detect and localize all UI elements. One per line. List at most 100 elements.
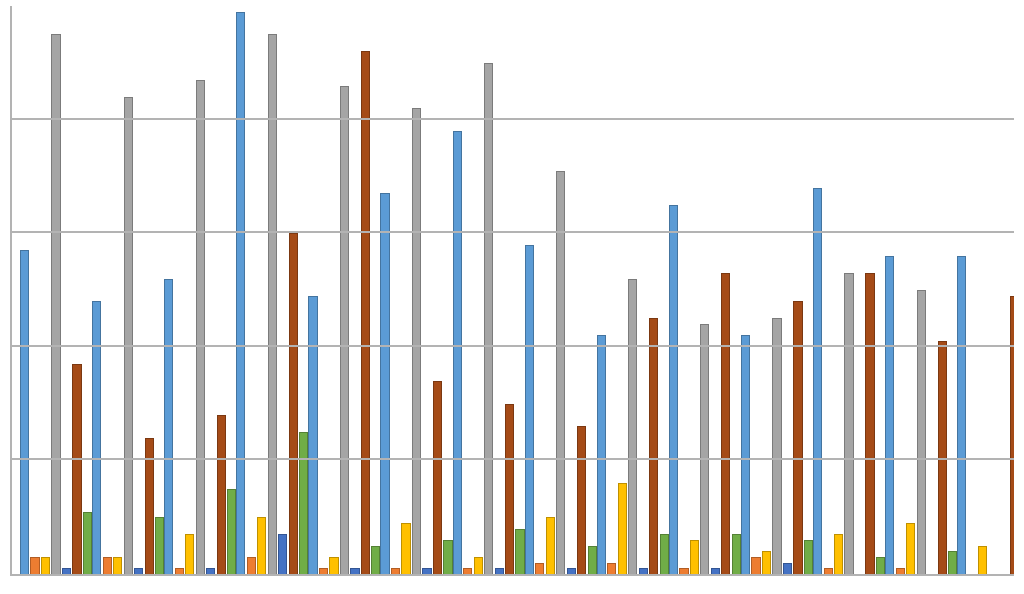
bar-series-6 [83,512,92,574]
bar-series-0 [957,256,966,574]
bar-group [380,6,452,574]
bar-group [164,6,236,574]
bar-series-4 [206,568,215,574]
bar-series-6 [155,517,164,574]
bar-series-1 [30,557,39,574]
plot-area [10,6,1014,576]
bar-series-0 [813,188,822,574]
bar-series-1 [175,568,184,574]
bar-series-1 [535,563,544,574]
bar-series-1 [103,557,112,574]
bar-series-6 [588,546,597,574]
bar-series-4 [639,568,648,574]
bar-series-3 [124,97,133,574]
gridline [12,231,1014,233]
bar-series-4 [134,568,143,574]
bar-series-4 [350,568,359,574]
bar-series-5 [217,415,226,574]
bars-container [12,6,1014,574]
bar-series-5 [721,273,730,574]
bar-series-3 [268,34,277,574]
bar-series-3 [196,80,205,574]
bar-series-3 [772,318,781,574]
bar-group [957,6,1014,574]
bar-series-6 [948,551,957,574]
bar-series-5 [289,233,298,574]
bar-series-2 [41,557,50,574]
bar-series-1 [319,568,328,574]
bar-series-4 [567,568,576,574]
bar-group [20,6,92,574]
bar-series-6 [227,489,236,574]
bar-series-1 [679,568,688,574]
bar-series-6 [732,534,741,574]
bar-series-3 [340,86,349,574]
bar-series-5 [72,364,81,574]
bar-series-2 [978,546,987,574]
chart-viewport [0,0,1024,594]
bar-series-6 [299,432,308,574]
bar-series-5 [865,273,874,574]
bar-series-2 [618,483,627,574]
bar-series-3 [412,108,421,574]
bar-series-0 [236,12,245,574]
bar-series-1 [247,557,256,574]
bar-series-1 [896,568,905,574]
gridline [12,118,1014,120]
bar-series-0 [308,296,317,574]
bar-series-5 [361,51,370,574]
bar-series-4 [495,568,504,574]
bar-group [525,6,597,574]
bar-series-2 [185,534,194,574]
bar-group [236,6,308,574]
bar-series-3 [700,324,709,574]
bar-series-1 [751,557,760,574]
bar-series-3 [917,290,926,574]
bar-series-3 [628,279,637,574]
bar-series-0 [453,131,462,574]
bar-series-4 [62,568,71,574]
bar-series-4 [783,563,792,574]
bar-series-3 [844,273,853,574]
bar-group [597,6,669,574]
bar-series-5 [1010,296,1014,574]
bar-series-0 [20,250,29,574]
bar-series-6 [515,529,524,574]
bar-series-0 [597,335,606,574]
bar-series-2 [762,551,771,574]
bar-group [669,6,741,574]
bar-series-2 [113,557,122,574]
gridline [12,345,1014,347]
bar-series-0 [380,193,389,574]
bar-series-6 [804,540,813,574]
bar-series-4 [422,568,431,574]
bar-series-2 [690,540,699,574]
bar-group [885,6,957,574]
bar-series-0 [92,301,101,574]
bar-series-0 [885,256,894,574]
bar-series-5 [649,318,658,574]
bar-group [741,6,813,574]
bar-series-3 [51,34,60,574]
bar-series-0 [164,279,173,574]
bar-series-2 [401,523,410,574]
bar-series-0 [669,205,678,574]
bar-group [813,6,885,574]
bar-series-6 [660,534,669,574]
bar-series-1 [607,563,616,574]
bar-series-2 [834,534,843,574]
bar-series-4 [711,568,720,574]
bar-series-2 [329,557,338,574]
bar-series-4 [278,534,287,574]
bar-series-1 [391,568,400,574]
bar-series-0 [525,245,534,574]
bar-series-2 [906,523,915,574]
bar-series-5 [433,381,442,574]
bar-group [308,6,380,574]
bar-series-0 [741,335,750,574]
bar-series-1 [463,568,472,574]
bar-group [453,6,525,574]
bar-series-2 [257,517,266,574]
gridline [12,458,1014,460]
bar-series-6 [371,546,380,574]
